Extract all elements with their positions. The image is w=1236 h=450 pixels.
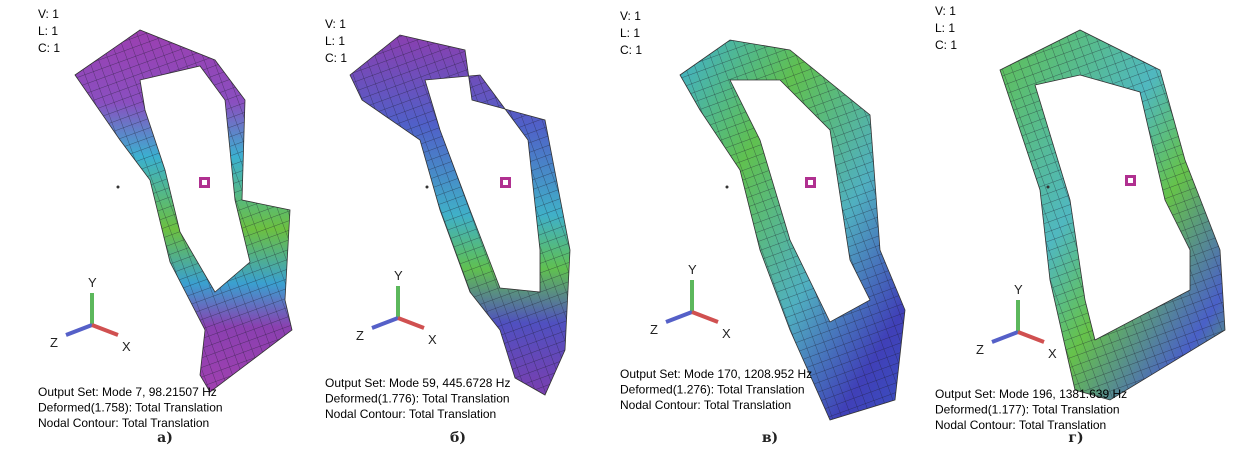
caption: а) bbox=[157, 430, 173, 446]
output-line: Deformed(1.758): Total Translation bbox=[38, 401, 223, 415]
axis-label-y: Y bbox=[1014, 282, 1023, 297]
axis-label-z: Z bbox=[356, 328, 364, 343]
axis-x bbox=[1018, 332, 1044, 342]
view-label: L: 1 bbox=[620, 26, 640, 40]
origin-dot bbox=[1047, 186, 1050, 189]
axis-label-z: Z bbox=[650, 322, 658, 337]
axis-x bbox=[398, 318, 424, 328]
output-line: Output Set: Mode 7, 98.21507 Hz bbox=[38, 385, 217, 399]
axis-label-x: X bbox=[1048, 346, 1057, 361]
caption: г) bbox=[1068, 430, 1083, 446]
caption: б) bbox=[450, 430, 466, 446]
output-line: Deformed(1.776): Total Translation bbox=[325, 392, 510, 406]
mesh bbox=[350, 35, 570, 395]
output-line: Output Set: Mode 59, 445.6728 Hz bbox=[325, 376, 510, 390]
output-line: Deformed(1.177): Total Translation bbox=[935, 403, 1120, 417]
view-label: L: 1 bbox=[38, 24, 58, 38]
axis-label-x: X bbox=[122, 339, 131, 354]
axis-label-x: X bbox=[428, 332, 437, 347]
axis-z bbox=[992, 332, 1018, 342]
axis-label-y: Y bbox=[88, 275, 97, 290]
view-label: V: 1 bbox=[38, 7, 59, 21]
panel: V: 1 L: 1 C: 1 Y Z X Output Set: Mode 170, 120… bbox=[620, 9, 905, 446]
view-label: V: 1 bbox=[620, 9, 641, 23]
view-label: C: 1 bbox=[935, 38, 957, 52]
axis-label-y: Y bbox=[394, 268, 403, 283]
view-label: V: 1 bbox=[325, 17, 346, 31]
centroid-icon-inner bbox=[1128, 178, 1133, 183]
origin-dot bbox=[726, 186, 729, 189]
origin-dot bbox=[117, 186, 120, 189]
axis-z bbox=[372, 318, 398, 328]
output-line: Nodal Contour: Total Translation bbox=[38, 416, 209, 430]
caption: в) bbox=[762, 430, 778, 446]
figure: V: 1 L: 1 C: 1 Y Z X Output Set: Mode 7, 98.21… bbox=[0, 0, 1236, 450]
view-label: L: 1 bbox=[935, 21, 955, 35]
output-line: Nodal Contour: Total Translation bbox=[620, 398, 791, 412]
axis-z bbox=[66, 325, 92, 335]
centroid-icon-inner bbox=[808, 180, 813, 185]
output-line: Output Set: Mode 196, 1381.639 Hz bbox=[935, 387, 1127, 401]
axis-x bbox=[692, 312, 718, 322]
mesh bbox=[75, 30, 292, 392]
axis-label-x: X bbox=[722, 326, 731, 341]
view-label: V: 1 bbox=[935, 4, 956, 18]
axis-label-z: Z bbox=[976, 342, 984, 357]
panel: V: 1 L: 1 C: 1 Y Z X Output Set: Mode 196, 138… bbox=[935, 4, 1225, 446]
axis-label-y: Y bbox=[688, 262, 697, 277]
mesh bbox=[680, 40, 905, 420]
centroid-icon-inner bbox=[503, 180, 508, 185]
output-line: Deformed(1.276): Total Translation bbox=[620, 383, 805, 397]
axis-label-z: Z bbox=[50, 335, 58, 350]
view-label: C: 1 bbox=[620, 43, 642, 57]
view-label: C: 1 bbox=[325, 51, 347, 65]
axis-z bbox=[666, 312, 692, 322]
panel: V: 1 L: 1 C: 1 Y Z X Output Set: Mode 59, 445.… bbox=[325, 17, 570, 446]
output-line: Output Set: Mode 170, 1208.952 Hz bbox=[620, 367, 812, 381]
view-label: L: 1 bbox=[325, 34, 345, 48]
origin-dot bbox=[426, 186, 429, 189]
output-line: Nodal Contour: Total Translation bbox=[325, 407, 496, 421]
mesh bbox=[1000, 30, 1225, 400]
panel: V: 1 L: 1 C: 1 Y Z X Output Set: Mode 7, 98.21… bbox=[38, 7, 292, 446]
view-label: C: 1 bbox=[38, 41, 60, 55]
centroid-icon-inner bbox=[202, 180, 207, 185]
axis-x bbox=[92, 325, 118, 335]
